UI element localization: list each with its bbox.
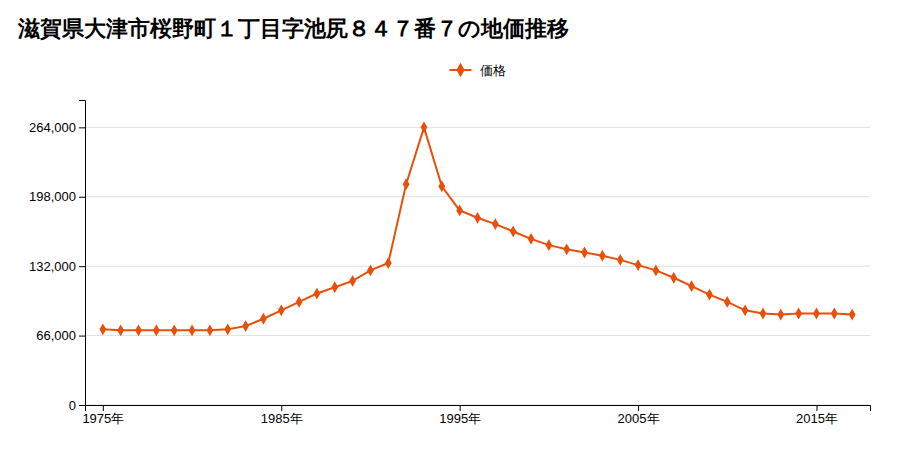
marker	[456, 205, 463, 217]
marker	[438, 180, 445, 192]
marker	[349, 275, 356, 287]
axis-line	[79, 101, 86, 406]
marker	[135, 324, 142, 336]
plot-area: 1975年 1985年 1995年 2005年 2015年 0 66,000 132,000 1…	[29, 101, 871, 427]
series-group	[99, 121, 855, 336]
marker	[367, 264, 374, 276]
tick-mark	[79, 266, 85, 267]
tick-label: 198,000	[29, 189, 76, 204]
marker	[331, 281, 338, 293]
chart: 1975年 1985年 1995年 2005年 2015年 0 66,000 132,000 1…	[0, 0, 900, 450]
tick-mark	[816, 405, 817, 411]
tick-mark	[460, 405, 461, 411]
grid-line	[85, 266, 870, 267]
marker	[849, 309, 856, 321]
marker	[421, 121, 428, 133]
tick: 198,000	[29, 189, 85, 204]
legend-item: 価格	[450, 63, 506, 78]
marker	[296, 296, 303, 308]
marker	[777, 309, 784, 321]
marker	[831, 308, 838, 320]
marker	[314, 288, 321, 300]
marker	[206, 324, 213, 336]
tick: 2005年	[618, 405, 660, 426]
y-axis: 0 66,000 132,000 198,000 264,000	[29, 101, 86, 413]
grid-line	[85, 127, 870, 128]
marker	[599, 250, 606, 262]
marker	[510, 226, 517, 238]
marker	[189, 324, 196, 336]
tick: 0	[69, 398, 85, 413]
tick-mark	[79, 197, 85, 198]
tick-mark	[79, 405, 85, 406]
tick-mark	[638, 405, 639, 411]
marker	[795, 308, 802, 320]
legend: 価格	[450, 63, 506, 78]
tick-label: 132,000	[29, 259, 76, 274]
marker	[563, 243, 570, 255]
marker	[581, 247, 588, 259]
tick-label: 264,000	[29, 120, 76, 135]
tick: 132,000	[29, 259, 85, 274]
tick: 2015年	[796, 405, 838, 426]
tick-label: 2015年	[796, 411, 838, 426]
marker	[385, 257, 392, 269]
tick-label: 1975年	[82, 411, 124, 426]
tick-mark	[79, 336, 85, 337]
marker	[492, 218, 499, 230]
marker	[278, 304, 285, 316]
tick-label: 0	[69, 398, 76, 413]
marker	[474, 212, 481, 224]
grid-line	[85, 196, 870, 197]
marker	[545, 239, 552, 251]
tick: 1975年	[82, 405, 124, 426]
tick-mark	[79, 127, 85, 128]
marker	[117, 324, 124, 336]
tick-mark	[103, 405, 104, 411]
grid	[85, 127, 870, 405]
marker	[635, 259, 642, 271]
marker	[706, 289, 713, 301]
marker	[403, 178, 410, 190]
marker	[688, 280, 695, 292]
legend-marker	[456, 63, 464, 77]
tick-label: 2005年	[618, 411, 660, 426]
tick: 66,000	[36, 328, 85, 343]
tick-mark	[281, 405, 282, 411]
tick-label: 1995年	[439, 411, 481, 426]
marker	[742, 304, 749, 316]
marker	[528, 233, 535, 245]
line	[103, 127, 852, 330]
marker	[171, 324, 178, 336]
marker	[242, 320, 249, 332]
legend-label: 価格	[480, 63, 506, 78]
marker	[813, 308, 820, 320]
marker	[724, 296, 731, 308]
grid-line	[85, 335, 870, 336]
marker	[760, 308, 767, 320]
tick: 1985年	[261, 405, 303, 426]
title: 滋賀県大津市桜野町１丁目字池尻８４７番７の地価推移	[17, 16, 569, 41]
marker	[653, 264, 660, 276]
marker	[224, 323, 231, 335]
marker	[99, 323, 106, 335]
tick: 1995年	[439, 405, 481, 426]
marker	[670, 272, 677, 284]
axis-line	[86, 406, 871, 412]
x-axis: 1975年 1985年 1995年 2005年 2015年	[82, 405, 870, 426]
tick-label: 66,000	[36, 328, 76, 343]
marker	[260, 313, 267, 325]
marker	[153, 324, 160, 336]
tick: 264,000	[29, 120, 85, 135]
marker	[617, 254, 624, 266]
tick-label: 1985年	[261, 411, 303, 426]
